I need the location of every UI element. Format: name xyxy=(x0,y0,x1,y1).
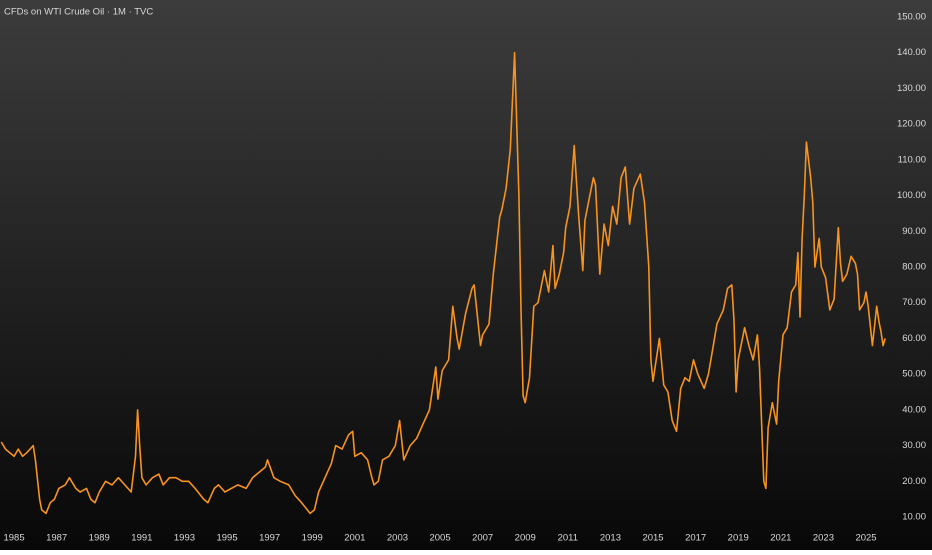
y-tick-label: 90.00 xyxy=(902,226,926,237)
x-tick-label: 2005 xyxy=(429,533,450,544)
chart-title: CFDs on WTI Crude Oil · 1M · TVC xyxy=(4,7,153,18)
y-tick-label: 120.00 xyxy=(897,119,926,130)
y-tick-label: 150.00 xyxy=(897,12,926,23)
x-tick-label: 1989 xyxy=(89,533,110,544)
y-tick-label: 100.00 xyxy=(897,190,926,201)
y-tick-label: 60.00 xyxy=(902,333,926,344)
price-line xyxy=(0,51,886,515)
y-tick-label: 80.00 xyxy=(902,262,926,273)
x-tick-label: 2023 xyxy=(813,533,834,544)
x-tick-label: 1999 xyxy=(302,533,323,544)
x-tick-label: 2025 xyxy=(855,533,876,544)
x-tick-label: 2021 xyxy=(770,533,791,544)
x-tick-label: 2007 xyxy=(472,533,493,544)
y-tick-label: 40.00 xyxy=(902,404,926,415)
x-tick-label: 1997 xyxy=(259,533,280,544)
x-tick-label: 2019 xyxy=(728,533,749,544)
x-tick-label: 2001 xyxy=(344,533,365,544)
x-tick-label: 1993 xyxy=(174,533,195,544)
x-tick-label: 2013 xyxy=(600,533,621,544)
y-tick-label: 70.00 xyxy=(902,297,926,308)
y-tick-label: 110.00 xyxy=(898,154,926,165)
x-tick-label: 1995 xyxy=(216,533,237,544)
x-tick-label: 1987 xyxy=(46,533,67,544)
y-tick-label: 20.00 xyxy=(902,476,926,487)
x-tick-label: 1991 xyxy=(131,533,152,544)
y-tick-label: 140.00 xyxy=(897,47,926,58)
x-tick-label: 2011 xyxy=(558,533,578,544)
x-tick-label: 2015 xyxy=(642,533,663,544)
x-tick-label: 2003 xyxy=(387,533,408,544)
y-tick-label: 50.00 xyxy=(902,369,926,380)
x-tick-label: 2009 xyxy=(515,533,536,544)
y-tick-label: 130.00 xyxy=(897,83,926,94)
y-tick-label: 10.00 xyxy=(902,512,926,523)
x-tick-label: 2017 xyxy=(685,533,706,544)
y-tick-label: 30.00 xyxy=(902,440,926,451)
x-tick-label: 1985 xyxy=(3,533,24,544)
